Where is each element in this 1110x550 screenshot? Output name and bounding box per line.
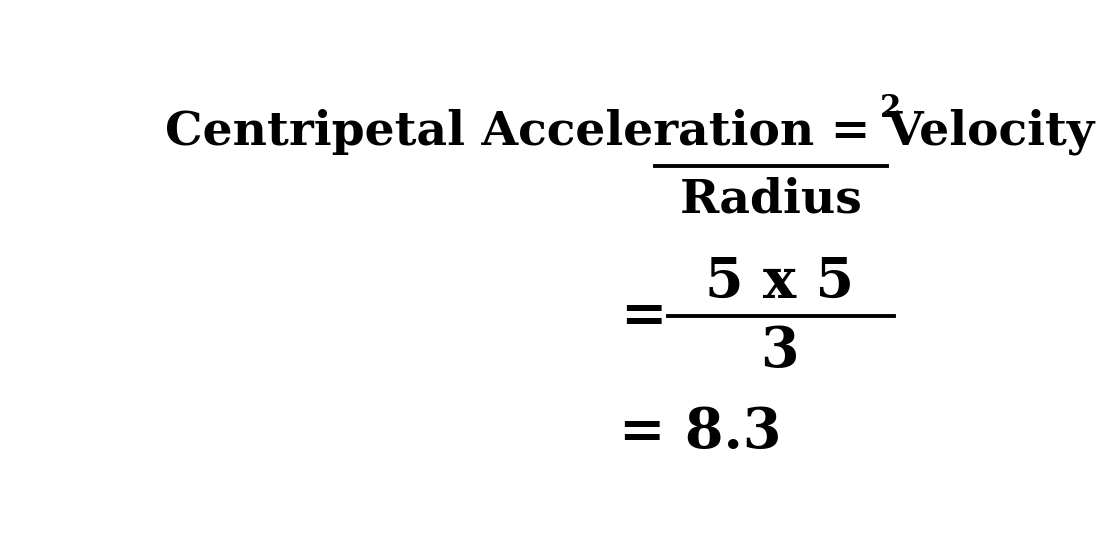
Text: =: = [620, 289, 667, 344]
Text: 3: 3 [760, 324, 799, 380]
Text: 5 x 5: 5 x 5 [705, 255, 855, 310]
Text: = 8.3: = 8.3 [618, 405, 781, 460]
Text: Radius: Radius [679, 177, 862, 222]
Text: 2: 2 [880, 93, 901, 124]
Text: Centripetal Acceleration = Velocity: Centripetal Acceleration = Velocity [164, 108, 1093, 155]
